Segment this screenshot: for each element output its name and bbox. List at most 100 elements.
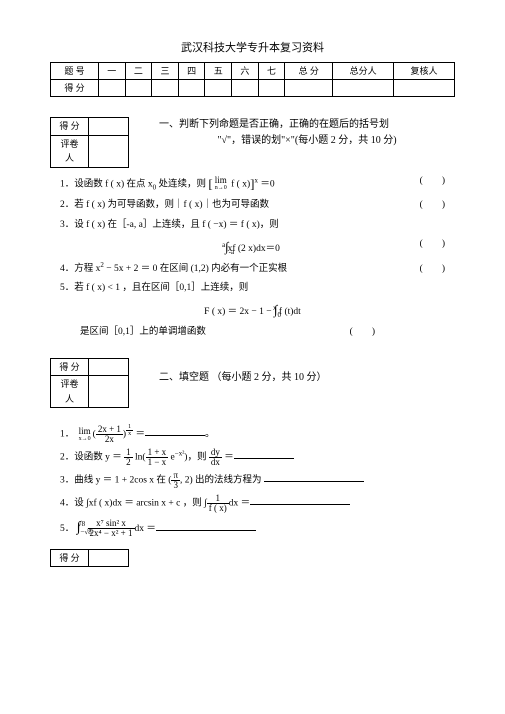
hcell: 五 [205,62,232,79]
grader-label: 评卷人 [51,376,89,408]
close: )，则 [184,452,209,462]
score-val [89,550,129,567]
q3-rhs: ＝0 [266,244,280,254]
sec2-q2: 2．设函数 y ＝ 12 ln(1 + x1 − x e−x²)，则 dydx … [60,448,455,467]
hcell [285,79,333,96]
blank [234,449,294,459]
q1-text-b: 处连续，则 [156,179,208,189]
score-label: 得 分 [51,550,89,567]
score-box-1: 得 分 评卷人 [50,117,129,167]
q5-int: f (t)dt [277,307,301,317]
den: f ( x) [207,504,229,513]
q4-pre: 4．设 ∫xf ( x)dx ＝ arcsin x + c ，则 ∫ [60,498,207,508]
q4-text-a: 4．方程 x [60,264,100,274]
fx-text: f ( x) [231,179,250,189]
sec1-q2: 2．若 f ( x) 为可导函数，则｜f ( x)｜也为可导函数 ( ) [60,198,455,213]
paren: ( ) [420,174,445,189]
q3-pre: 3．曲线 y ＝ 1 + 2cos x 在 ( [60,475,171,485]
q4-text-b: − 5x + 2 ＝ 0 在区间 (1,2) 内必有一个正实根 [104,264,287,274]
sec1-heading: 一、判断下列命题是否正确，正确的在题后的括号划 [159,117,455,133]
upper: √8 [78,520,85,528]
sec1-q3-eq: ∫-aa xf (2 x)dx＝0 ( ) [50,237,455,258]
score-box-bottom: 得 分 [50,549,129,567]
hcell: 复核人 [394,62,455,79]
hcell: 三 [152,62,179,79]
den: 3 [171,481,180,490]
sec1-q5-tail: 是区间［0,1］上的单调增函数 ( ) [80,325,455,340]
q5-pre: 5． [60,524,74,534]
paren: ( ) [420,198,445,213]
sec1-heading2: "√"，错误的划"×"(每小题 2 分，共 10 分) [159,133,455,149]
hcell [394,79,455,96]
score-val [89,358,129,375]
section-1-header: 得 分 评卷人 一、判断下列命题是否正确，正确的在题后的括号划 "√"，错误的划… [50,117,455,169]
q2-text: 2．若 f ( x) 为可导函数，则｜f ( x)｜也为可导函数 [60,200,269,210]
expx: −x² [175,449,185,457]
hcell [178,79,205,96]
sec2-q4: 4．设 ∫xf ( x)dx ＝ arcsin x + c ，则 ∫1f ( x… [60,494,455,513]
den: 2x⁴ − x² + 1 [88,529,135,538]
lim-text: lim [215,175,227,185]
hcell-score: 得 分 [51,79,99,96]
grader-label: 评卷人 [51,135,89,167]
q5-post: dx ＝ [135,524,156,534]
den: 2x [96,435,123,444]
q5-tail: 是区间［0,1］上的单调增函数 [80,327,206,337]
header-row-1: 题 号 一 二 三 四 五 六 七 总 分 总分人 复核人 [51,62,455,79]
hcell: 二 [125,62,152,79]
q1-pre: 1． [60,429,74,439]
score-val [89,118,129,135]
q3-post: , 2) 出的法线方程为 [180,475,264,485]
sec1-q4: 4．方程 x2 − 5x + 2 ＝ 0 在区间 (1,2) 内必有一个正实根 … [60,262,455,277]
hcell [125,79,152,96]
hcell [98,79,125,96]
q5-eq: F ( x) ＝ 2x − 1 − [204,307,274,317]
score-label: 得 分 [51,118,89,135]
blank [250,495,350,505]
den: 1 − x [146,458,169,467]
hcell: 四 [178,62,205,79]
den: 2 [124,458,133,467]
header-row-2: 得 分 [51,79,455,96]
hcell: 总分人 [333,62,394,79]
hcell: 一 [98,62,125,79]
doc-title: 武汉科技大学专升本复习资料 [50,40,455,58]
sec1-q1: 1．设函数 f ( x) 在点 x0 处连续，则 [limn→0 f ( x)]… [60,174,455,195]
grader-val [89,135,129,167]
q4-post: dx ＝ [229,498,250,508]
hcell: 七 [258,62,285,79]
paren: ( ) [350,325,375,340]
sec2-q3: 3．曲线 y ＝ 1 + 2cos x 在 (π3, 2) 出的法线方程为 [60,471,455,490]
q5-text: 5．若 f ( x) < 1 ，且在区间［0,1］上连续，则 [60,283,248,293]
hcell [258,79,285,96]
sec2-q1: 1． limx→0(2x + 12x)1x ＝。 [60,424,455,444]
hcell [333,79,394,96]
score-box-2: 得 分 评卷人 [50,358,129,408]
exp2: x [126,431,133,437]
lim-sub: n→0 [213,185,229,191]
q2-pre: 2．设函数 y ＝ [60,452,124,462]
section-2-title: 二、填空题 （每小题 2 分，共 10 分） [129,358,455,386]
hcell: 六 [232,62,259,79]
hcell [152,79,179,96]
grader-val [89,376,129,408]
limsub: x→0 [77,436,93,442]
dx: dx [209,458,222,467]
hcell [205,79,232,96]
eq: ＝ [135,429,145,439]
header-table: 题 号 一 二 三 四 五 六 七 总 分 总分人 复核人 得 分 [50,62,455,98]
hcell: 题 号 [51,62,99,79]
sec1-q5-eq: F ( x) ＝ 2x − 1 − ∫0x f (t)dt [50,300,455,321]
q1-eq: ＝0 [260,179,274,189]
section-2-header: 得 分 评卷人 二、填空题 （每小题 2 分，共 10 分） [50,358,455,410]
q3-text: 3．设 f ( x) 在［-a, a］上连续，且 f ( −x) ＝ f ( x… [60,220,279,230]
blank [156,521,256,531]
exp1: 1 [126,424,133,431]
page: 武汉科技大学专升本复习资料 题 号 一 二 三 四 五 六 七 总 分 总分人 … [0,0,505,589]
hcell [232,79,259,96]
q3-int: xf (2 x)dx [228,244,266,254]
sec1-q3: 3．设 f ( x) 在［-a, a］上连续，且 f ( −x) ＝ f ( x… [60,218,455,233]
hcell: 总 分 [285,62,333,79]
paren: ( ) [420,262,445,277]
score-label: 得 分 [51,358,89,375]
